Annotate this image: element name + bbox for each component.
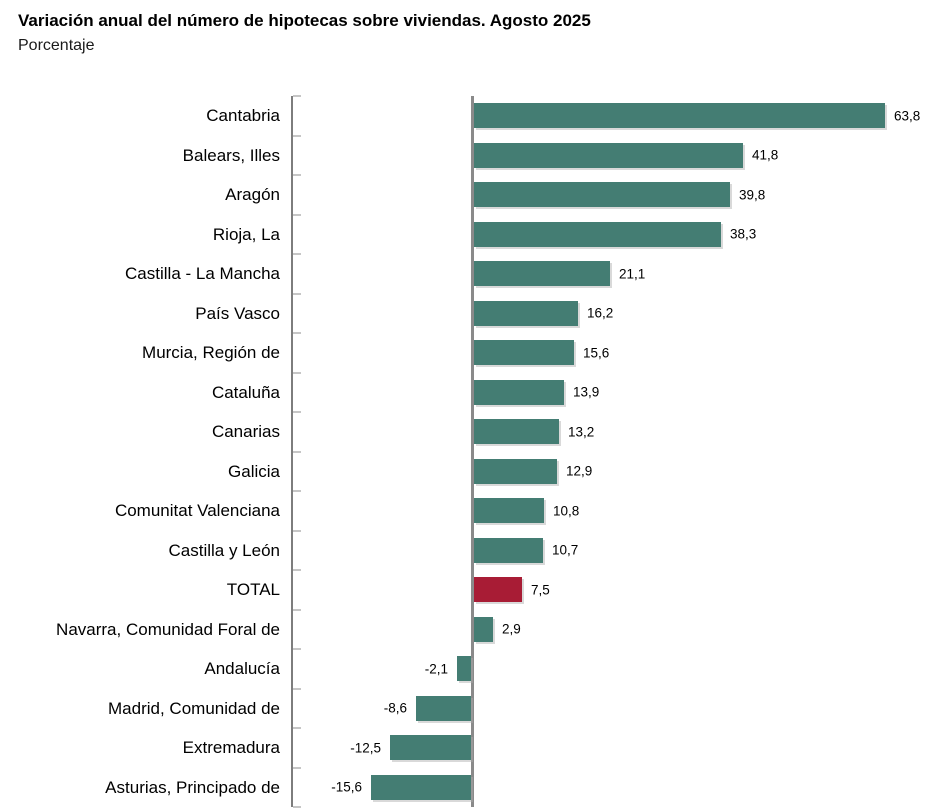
category-label: Murcia, Región de	[142, 343, 280, 362]
bar	[416, 695, 471, 721]
axis-tick	[293, 450, 301, 453]
value-label: 10,7	[552, 542, 579, 558]
category-label: Cantabria	[206, 106, 280, 125]
category-label: Extremadura	[182, 738, 280, 757]
value-label: -12,5	[350, 740, 381, 756]
bar	[474, 340, 574, 366]
category-label: Balears, Illes	[182, 145, 280, 165]
bar	[474, 458, 557, 484]
axis-tick	[293, 332, 301, 334]
bar	[474, 142, 743, 168]
axis-tick	[293, 95, 301, 97]
bar	[474, 221, 721, 247]
page-title: Variación anual del número de hipotecas …	[18, 11, 591, 30]
value-label: 2,9	[502, 621, 521, 637]
axis-tick	[293, 806, 301, 808]
bar	[457, 656, 471, 682]
axis-tick	[293, 569, 301, 571]
bar	[474, 261, 610, 287]
value-label: -15,6	[331, 779, 362, 795]
value-label: 38,3	[730, 226, 757, 242]
value-label: 7,5	[531, 582, 550, 598]
category-label: Madrid, Comunidad de	[108, 698, 280, 718]
value-label: 13,9	[573, 384, 600, 400]
bar	[474, 616, 493, 642]
axis-tick	[293, 292, 301, 295]
value-label: 10,8	[553, 503, 580, 519]
axis-tick	[293, 727, 301, 729]
bar	[474, 300, 578, 326]
axis-tick	[293, 608, 301, 611]
category-label: Rioja, La	[212, 224, 280, 244]
category-label: Cataluña	[211, 382, 280, 402]
value-label: 21,1	[619, 266, 646, 282]
bar	[474, 182, 730, 208]
category-label: TOTAL	[226, 580, 280, 599]
bar	[371, 774, 471, 800]
bar	[474, 103, 885, 129]
value-label: 13,2	[568, 424, 595, 440]
axis-tick	[293, 529, 301, 532]
value-label: 15,6	[583, 345, 610, 361]
bar-total	[474, 577, 522, 603]
value-label: 39,8	[739, 187, 766, 203]
value-label: 12,9	[566, 463, 593, 479]
bar	[474, 498, 544, 524]
category-label: Comunitat Valenciana	[114, 501, 280, 520]
category-label: Aragón	[225, 185, 280, 204]
category-axis-spine	[291, 96, 293, 807]
category-label: País Vasco	[195, 303, 280, 323]
bar	[474, 419, 559, 445]
category-label: Castilla y León	[168, 540, 280, 560]
axis-tick	[293, 490, 301, 492]
value-label: 63,8	[894, 108, 921, 124]
axis-tick	[293, 134, 301, 137]
value-label: 41,8	[752, 147, 779, 163]
page-subtitle: Porcentaje	[18, 37, 95, 54]
value-label: -2,1	[424, 661, 448, 677]
bar	[474, 379, 564, 405]
axis-tick	[293, 766, 301, 769]
category-label: Canarias	[211, 422, 280, 441]
category-label: Asturias, Principado de	[105, 777, 280, 797]
axis-tick	[293, 174, 301, 176]
bar	[390, 735, 471, 761]
axis-tick	[293, 687, 301, 690]
bar	[474, 537, 543, 563]
category-label: Castilla - La Mancha	[125, 264, 280, 283]
value-label: 16,2	[587, 305, 614, 321]
axis-tick	[293, 648, 301, 650]
zero-line	[471, 96, 474, 807]
value-label: -8,6	[383, 700, 407, 716]
category-label: Andalucía	[204, 659, 280, 678]
axis-tick	[293, 371, 301, 374]
category-label: Galicia	[228, 461, 280, 481]
category-label: Navarra, Comunidad Foral de	[56, 619, 280, 639]
axis-tick	[293, 213, 301, 216]
axis-tick	[293, 253, 301, 255]
axis-tick	[293, 411, 301, 413]
